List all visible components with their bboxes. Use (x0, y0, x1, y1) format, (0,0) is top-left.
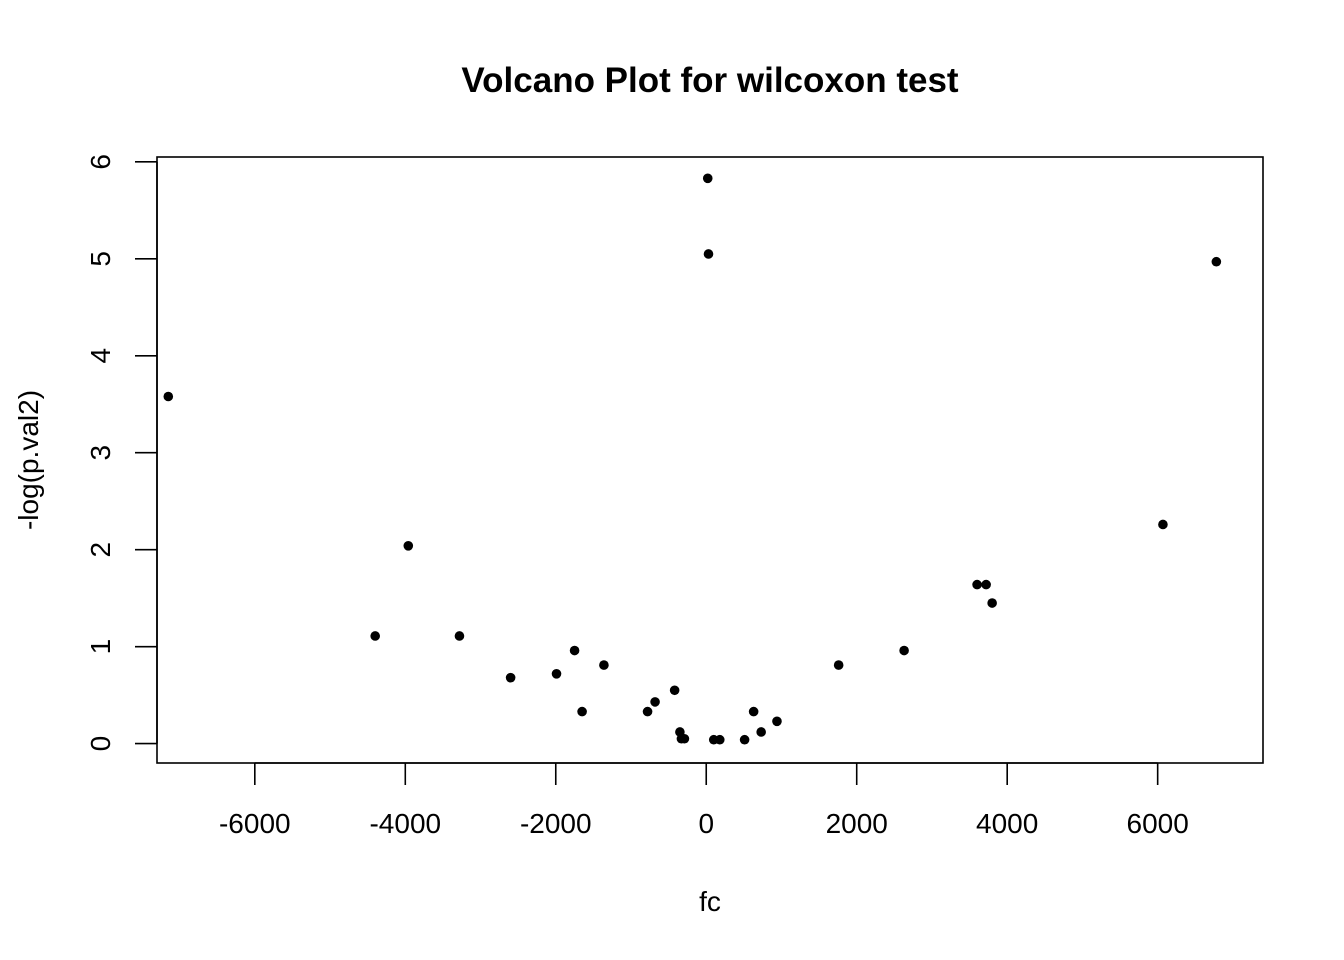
data-point (714, 734, 725, 745)
chart-title: Volcano Plot for wilcoxon test (461, 61, 959, 100)
data-point (370, 631, 380, 641)
data-point (551, 668, 562, 679)
data-point (679, 733, 690, 744)
data-point (642, 706, 653, 717)
data-point (981, 579, 991, 590)
y-tick-label: 0 (85, 736, 116, 752)
data-point (650, 697, 660, 707)
data-point (972, 579, 982, 590)
x-tick-label: 6000 (1127, 808, 1189, 839)
data-point (987, 598, 997, 608)
data-point (1158, 519, 1168, 530)
data-point (403, 541, 414, 551)
x-tick-label: 4000 (976, 808, 1038, 839)
y-axis-label: -log(p.val2) (13, 390, 44, 530)
plot-frame (156, 156, 1264, 764)
y-tick-label: 3 (85, 445, 116, 461)
data-point (739, 734, 750, 745)
data-point (772, 716, 782, 727)
data-point (702, 173, 713, 184)
x-tick-label: -4000 (369, 808, 441, 839)
data-point (577, 706, 587, 717)
y-tick-label: 1 (85, 639, 116, 655)
data-point (569, 645, 580, 656)
data-point (748, 706, 759, 717)
y-tick-label: 6 (85, 154, 116, 170)
x-tick-label: -2000 (520, 808, 592, 839)
y-tick-label: 2 (85, 542, 116, 558)
x-axis: -6000 -4000 -2000 0 2000 4000 6000 (219, 762, 1189, 839)
y-axis: 0 1 2 3 4 5 6 (85, 154, 158, 752)
x-axis-label: fc (699, 886, 721, 917)
data-point (899, 645, 909, 656)
data-point (703, 249, 714, 259)
data-points (163, 173, 1222, 745)
data-point (454, 631, 465, 641)
data-point (756, 727, 766, 737)
x-tick-label: 2000 (826, 808, 888, 839)
data-point (599, 660, 609, 670)
y-tick-label: 4 (85, 348, 116, 364)
x-tick-label: -6000 (219, 808, 291, 839)
data-point (669, 685, 680, 696)
x-tick-label: 0 (698, 808, 714, 839)
y-tick-label: 5 (85, 251, 116, 267)
data-point (505, 672, 516, 683)
data-point (1211, 256, 1222, 267)
data-point (163, 391, 174, 402)
data-point (833, 660, 844, 670)
